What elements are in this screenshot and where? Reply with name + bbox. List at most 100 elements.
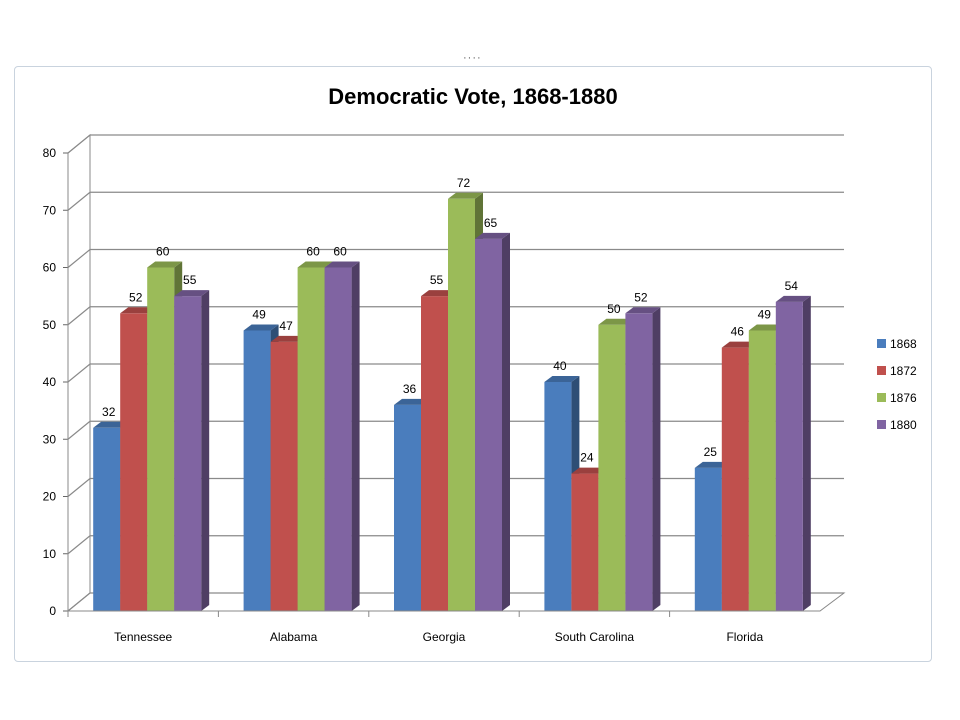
y-tick-label: 60 bbox=[43, 261, 57, 275]
data-label: 54 bbox=[785, 279, 799, 293]
gridline bbox=[67, 134, 844, 154]
x-tick-label: Alabama bbox=[270, 630, 318, 644]
data-label: 47 bbox=[279, 319, 293, 333]
data-label: 60 bbox=[333, 245, 347, 259]
y-tick-label: 20 bbox=[43, 490, 57, 504]
bar-front bbox=[93, 427, 121, 611]
data-label: 49 bbox=[252, 307, 266, 321]
bar-top bbox=[694, 461, 730, 468]
data-label: 55 bbox=[183, 273, 197, 287]
data-label: 40 bbox=[553, 359, 567, 373]
bar-top bbox=[571, 467, 607, 474]
data-label: 52 bbox=[129, 290, 143, 304]
bar bbox=[174, 290, 210, 611]
legend-label: 1880 bbox=[890, 418, 917, 432]
y-tick-label: 70 bbox=[43, 203, 57, 217]
legend-swatch bbox=[877, 366, 886, 375]
bar-front bbox=[297, 267, 325, 611]
data-label: 49 bbox=[758, 307, 772, 321]
bars: 32 52 60 55 49 47 60 60 36 55 72 65 40 24 50 52 25 46 49 54 bbox=[93, 176, 811, 612]
bar-front bbox=[748, 330, 776, 611]
data-label: 60 bbox=[156, 245, 170, 259]
bar-front bbox=[598, 324, 626, 611]
bar-top bbox=[544, 376, 580, 382]
bar-side bbox=[351, 261, 360, 611]
bar-front bbox=[571, 473, 599, 611]
x-tick-label: South Carolina bbox=[555, 630, 635, 644]
bar-front bbox=[324, 267, 352, 611]
legend-swatch bbox=[877, 393, 886, 402]
data-label: 46 bbox=[731, 325, 745, 339]
bar-top bbox=[324, 261, 360, 268]
bar-front bbox=[394, 404, 421, 611]
gridline bbox=[67, 306, 844, 326]
window-handle-dots: ···· bbox=[463, 52, 482, 64]
bar-side bbox=[201, 290, 210, 611]
data-label: 50 bbox=[607, 302, 621, 316]
gridline bbox=[67, 248, 844, 268]
bar-side bbox=[502, 232, 510, 611]
y-tick-label: 50 bbox=[43, 318, 57, 332]
legend-label: 1872 bbox=[890, 364, 917, 378]
bar-front bbox=[775, 301, 803, 611]
bar-top bbox=[174, 290, 210, 297]
bar-front bbox=[544, 382, 572, 611]
bar-front bbox=[421, 296, 448, 611]
bar-front bbox=[270, 341, 298, 611]
bar-top bbox=[421, 290, 456, 297]
bar-top bbox=[598, 318, 634, 325]
data-label: 32 bbox=[102, 405, 116, 419]
y-tick-label: 40 bbox=[43, 375, 57, 389]
data-label: 24 bbox=[580, 451, 594, 465]
gridline bbox=[67, 420, 844, 440]
bar-top bbox=[475, 232, 510, 239]
bar-top bbox=[448, 192, 483, 199]
bar bbox=[475, 232, 510, 611]
data-label: 55 bbox=[430, 273, 444, 287]
bar-front bbox=[243, 330, 271, 611]
bar-top bbox=[147, 261, 183, 268]
data-label: 65 bbox=[484, 216, 498, 230]
bar-front bbox=[721, 347, 749, 611]
bar-top bbox=[120, 307, 156, 314]
bar-top bbox=[775, 295, 811, 302]
data-label: 52 bbox=[634, 290, 648, 304]
bar-top bbox=[297, 261, 333, 268]
legend-label: 1868 bbox=[890, 337, 917, 351]
y-tick-label: 0 bbox=[49, 604, 56, 618]
x-axis: Tennessee Alabama Georgia South Carolina Flo… bbox=[67, 610, 820, 644]
bar bbox=[625, 307, 661, 611]
x-tick-label: Florida bbox=[726, 630, 763, 644]
x-tick-label: Georgia bbox=[423, 630, 466, 644]
bar-side bbox=[802, 295, 811, 611]
legend-swatch bbox=[877, 339, 886, 348]
bar-top bbox=[721, 341, 757, 348]
bar bbox=[775, 295, 811, 611]
legend-label: 1876 bbox=[890, 391, 917, 405]
bar-top bbox=[394, 398, 429, 405]
y-tick-label: 30 bbox=[43, 432, 57, 446]
legend-swatch bbox=[877, 420, 886, 429]
bar-top bbox=[748, 324, 784, 331]
chart-title: Democratic Vote, 1868-1880 bbox=[328, 84, 617, 109]
y-tick-label: 80 bbox=[43, 146, 57, 160]
data-label: 36 bbox=[403, 382, 417, 396]
bar-top bbox=[93, 421, 129, 428]
y-axis: 0 10 20 30 40 50 60 70 80 bbox=[43, 146, 69, 618]
y-tick-label: 10 bbox=[43, 547, 57, 561]
bar-top bbox=[625, 307, 661, 314]
gridline bbox=[67, 363, 844, 383]
x-tick-label: Tennessee bbox=[114, 630, 172, 644]
data-label: 60 bbox=[306, 245, 320, 259]
bar bbox=[324, 261, 360, 611]
bar-front bbox=[147, 267, 175, 611]
bar-top bbox=[243, 324, 279, 331]
bar-front bbox=[120, 313, 148, 611]
gridline bbox=[67, 191, 844, 211]
data-label: 25 bbox=[704, 445, 718, 459]
bar-front bbox=[448, 198, 475, 612]
bar-side bbox=[652, 307, 661, 611]
bar-front bbox=[694, 467, 722, 611]
legend: 1868 1872 1876 1880 bbox=[877, 337, 917, 432]
